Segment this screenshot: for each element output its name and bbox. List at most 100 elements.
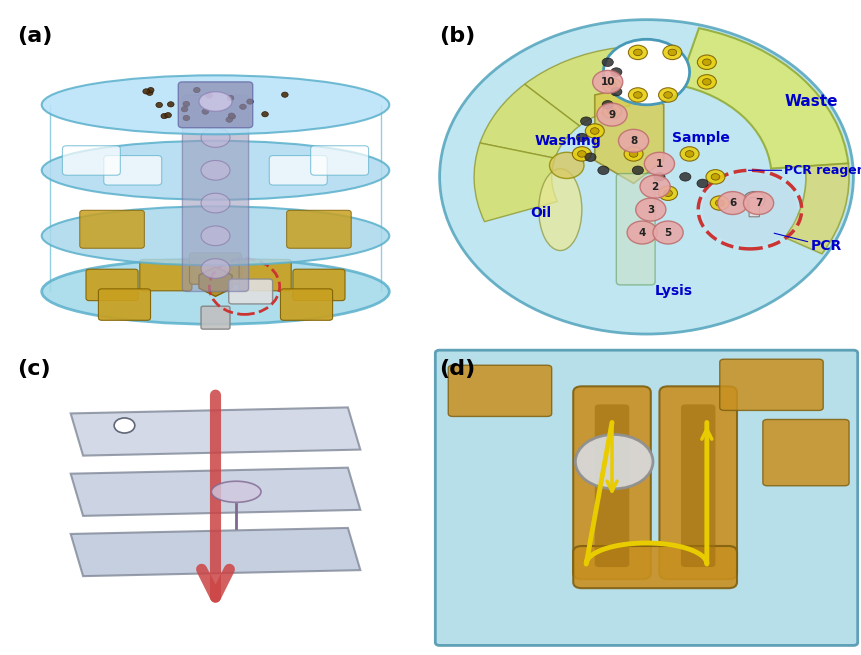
Wedge shape xyxy=(524,48,629,126)
Circle shape xyxy=(161,113,167,119)
Circle shape xyxy=(628,88,647,102)
Circle shape xyxy=(598,166,608,175)
Circle shape xyxy=(684,151,693,157)
Circle shape xyxy=(705,170,724,184)
Circle shape xyxy=(603,39,689,105)
Circle shape xyxy=(635,198,666,221)
Text: Waste: Waste xyxy=(784,94,837,109)
Circle shape xyxy=(114,418,134,433)
FancyBboxPatch shape xyxy=(293,269,344,301)
Circle shape xyxy=(663,190,672,196)
Text: Lysis: Lysis xyxy=(654,284,692,299)
Circle shape xyxy=(246,99,253,104)
Circle shape xyxy=(227,96,233,101)
Circle shape xyxy=(697,55,715,69)
Circle shape xyxy=(602,104,621,119)
Text: 3: 3 xyxy=(647,204,653,215)
Circle shape xyxy=(143,89,149,94)
Circle shape xyxy=(618,130,648,153)
Circle shape xyxy=(439,20,852,334)
FancyBboxPatch shape xyxy=(98,289,151,320)
Circle shape xyxy=(156,102,163,107)
FancyBboxPatch shape xyxy=(719,359,822,411)
Ellipse shape xyxy=(41,206,389,265)
Text: Washing: Washing xyxy=(534,134,600,148)
FancyArrowPatch shape xyxy=(201,395,229,597)
Circle shape xyxy=(663,92,672,98)
Circle shape xyxy=(146,90,152,96)
Text: Oil: Oil xyxy=(530,206,551,220)
FancyBboxPatch shape xyxy=(762,419,848,486)
Wedge shape xyxy=(678,28,847,168)
Polygon shape xyxy=(594,85,663,183)
Circle shape xyxy=(623,147,642,161)
FancyBboxPatch shape xyxy=(201,307,230,329)
FancyBboxPatch shape xyxy=(238,259,291,291)
Circle shape xyxy=(580,117,591,126)
Polygon shape xyxy=(71,407,360,456)
Circle shape xyxy=(596,103,627,126)
Polygon shape xyxy=(71,528,360,576)
Ellipse shape xyxy=(201,128,230,147)
Circle shape xyxy=(658,88,677,102)
Text: (b): (b) xyxy=(439,26,475,47)
Circle shape xyxy=(679,147,698,161)
Text: 4: 4 xyxy=(638,227,645,238)
FancyBboxPatch shape xyxy=(139,259,192,291)
Text: PCR: PCR xyxy=(809,238,840,253)
FancyBboxPatch shape xyxy=(62,146,121,176)
Circle shape xyxy=(709,196,728,210)
Circle shape xyxy=(633,92,641,98)
FancyBboxPatch shape xyxy=(680,404,715,567)
Circle shape xyxy=(702,59,710,66)
Circle shape xyxy=(742,192,765,208)
FancyBboxPatch shape xyxy=(448,365,551,417)
Circle shape xyxy=(549,153,584,179)
Text: 7: 7 xyxy=(754,198,761,208)
Circle shape xyxy=(575,434,653,489)
Text: (d): (d) xyxy=(439,359,475,379)
FancyBboxPatch shape xyxy=(80,210,144,248)
Circle shape xyxy=(585,153,595,162)
Ellipse shape xyxy=(201,160,230,180)
Circle shape xyxy=(697,179,708,188)
FancyBboxPatch shape xyxy=(183,95,248,291)
Circle shape xyxy=(167,102,174,107)
Circle shape xyxy=(607,82,616,88)
Text: 5: 5 xyxy=(664,227,671,238)
Text: 6: 6 xyxy=(728,198,735,208)
Circle shape xyxy=(679,172,691,181)
Circle shape xyxy=(164,113,171,118)
Circle shape xyxy=(627,221,657,244)
Circle shape xyxy=(228,114,235,119)
Circle shape xyxy=(644,152,674,175)
FancyBboxPatch shape xyxy=(178,82,252,128)
Text: (a): (a) xyxy=(17,26,53,47)
Circle shape xyxy=(602,58,612,67)
FancyBboxPatch shape xyxy=(594,404,629,567)
Circle shape xyxy=(702,79,710,85)
FancyBboxPatch shape xyxy=(287,210,350,248)
Circle shape xyxy=(585,124,604,138)
Ellipse shape xyxy=(201,259,230,278)
Circle shape xyxy=(602,101,612,109)
Text: 1: 1 xyxy=(655,159,662,169)
Text: 10: 10 xyxy=(600,77,614,87)
FancyBboxPatch shape xyxy=(435,350,857,645)
Circle shape xyxy=(653,172,665,181)
FancyBboxPatch shape xyxy=(280,289,332,320)
Polygon shape xyxy=(199,267,232,297)
Circle shape xyxy=(592,70,623,93)
Circle shape xyxy=(639,176,670,198)
Text: PCR reagent: PCR reagent xyxy=(784,164,861,177)
FancyBboxPatch shape xyxy=(189,253,241,284)
FancyBboxPatch shape xyxy=(269,156,327,185)
Circle shape xyxy=(632,166,642,175)
FancyBboxPatch shape xyxy=(86,269,138,301)
Ellipse shape xyxy=(41,259,389,324)
Circle shape xyxy=(610,67,621,77)
Circle shape xyxy=(602,78,621,92)
FancyBboxPatch shape xyxy=(659,386,736,579)
Ellipse shape xyxy=(41,75,389,134)
Circle shape xyxy=(658,186,677,200)
